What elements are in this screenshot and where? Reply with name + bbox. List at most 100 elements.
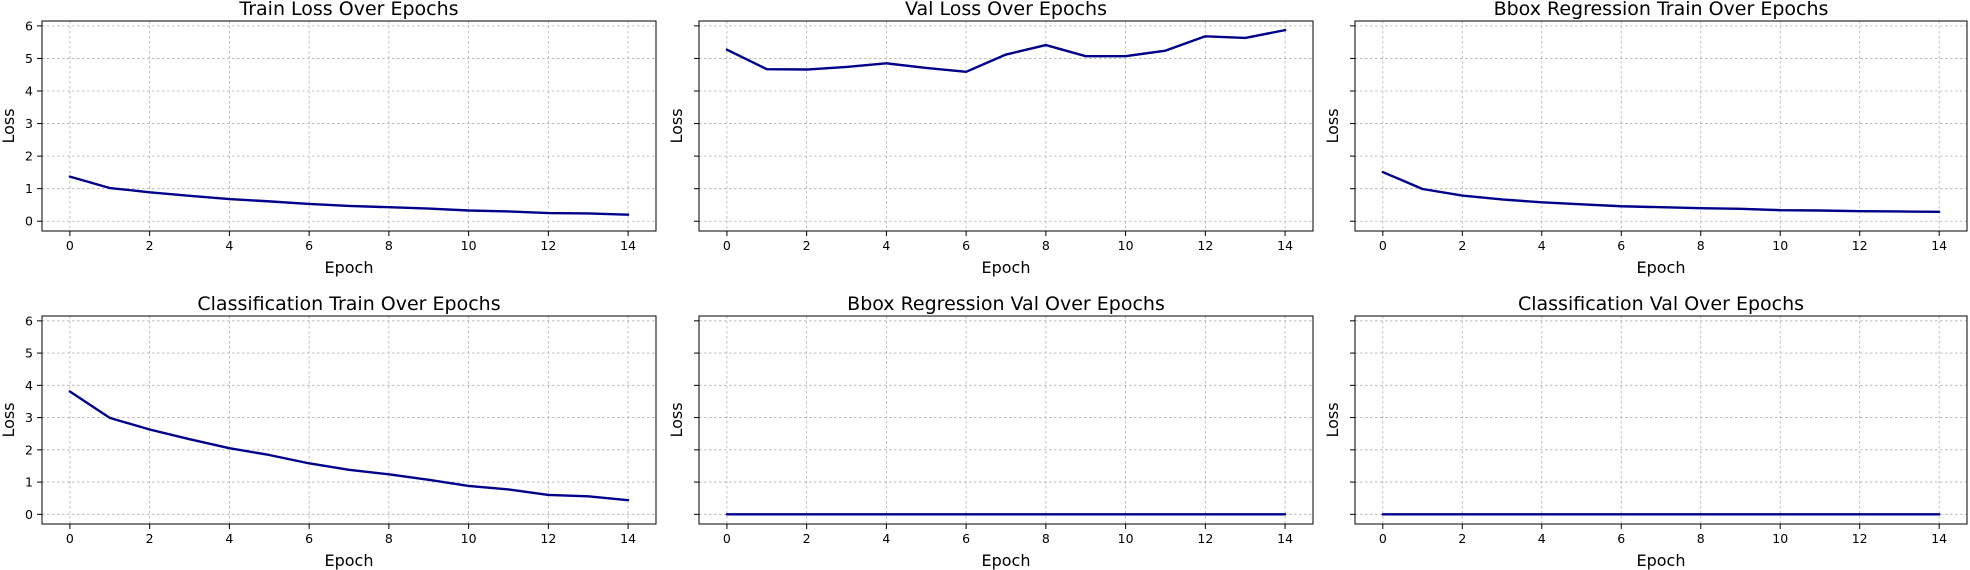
y-tick-label: 6 <box>25 18 33 33</box>
x-tick-label: 10 <box>1118 531 1134 546</box>
y-axis-label: Loss <box>667 402 686 437</box>
axes-frame <box>1354 20 1968 232</box>
x-tick-label: 6 <box>305 531 313 546</box>
y-tick-label: 1 <box>25 475 33 490</box>
x-tick-label: 6 <box>962 238 970 253</box>
grid <box>42 316 656 524</box>
x-tick-label: 10 <box>1118 238 1134 253</box>
x-tick-label: 12 <box>1197 531 1213 546</box>
series-line <box>68 390 630 502</box>
x-tick-label: 8 <box>1042 238 1050 253</box>
x-tick-label: 2 <box>803 238 811 253</box>
x-tick-label: 10 <box>1772 238 1788 253</box>
x-axis-label: Epoch <box>1637 551 1686 570</box>
x-tick-label: 2 <box>146 238 154 253</box>
x-tick-label: 14 <box>620 531 636 546</box>
grid <box>42 21 656 231</box>
y-tick-label: 4 <box>25 378 33 393</box>
grid <box>1355 316 1967 524</box>
grid <box>699 21 1313 231</box>
x-tick-label: 0 <box>66 531 74 546</box>
x-tick-label: 14 <box>1277 531 1293 546</box>
y-tick-label: 2 <box>25 149 33 164</box>
panel-6: 0 2 4 6 8 10 12 14 Classification Val Over Epoch… <box>1323 293 1968 570</box>
x-tick-label: 8 <box>1697 238 1705 253</box>
x-tick-label: 0 <box>1379 531 1387 546</box>
y-tick-label: 0 <box>25 214 33 229</box>
x-tick-label: 14 <box>1277 238 1293 253</box>
y-tick-label: 5 <box>25 51 33 66</box>
x-tick-label: 8 <box>1697 531 1705 546</box>
x-tick-label: 6 <box>962 531 970 546</box>
x-tick-label: 12 <box>1852 238 1868 253</box>
y-axis-label: Loss <box>0 108 18 143</box>
x-axis-label: Epoch <box>982 258 1031 277</box>
x-tick-label: 2 <box>1458 238 1466 253</box>
x-tick-label: 2 <box>146 531 154 546</box>
x-tick-label: 8 <box>385 238 393 253</box>
x-tick-label: 2 <box>803 531 811 546</box>
y-tick-label: 2 <box>25 442 33 457</box>
series-line <box>68 175 630 216</box>
axes-frame <box>1354 315 1968 525</box>
x-tick-label: 4 <box>225 531 233 546</box>
x-tick-label: 12 <box>540 531 556 546</box>
x-tick-label: 0 <box>1379 238 1387 253</box>
x-tick-label: 10 <box>461 531 477 546</box>
x-tick-label: 4 <box>882 238 890 253</box>
axes-frame <box>698 20 1314 232</box>
y-tick-label: 1 <box>25 181 33 196</box>
x-axis-label: Epoch <box>1637 258 1686 277</box>
x-tick-label: 4 <box>882 531 890 546</box>
panel-title: Bbox Regression Train Over Epochs <box>1494 0 1829 20</box>
x-tick-label: 4 <box>225 238 233 253</box>
x-tick-label: 4 <box>1538 531 1546 546</box>
x-tick-label: 6 <box>305 238 313 253</box>
y-tick-label: 6 <box>25 313 33 328</box>
x-tick-label: 14 <box>620 238 636 253</box>
y-axis-label: Loss <box>1323 108 1342 143</box>
y-tick-label: 3 <box>25 410 33 425</box>
series-line <box>725 28 1287 73</box>
y-axis-label: Loss <box>0 402 18 437</box>
panel-title: Bbox Regression Val Over Epochs <box>847 293 1165 315</box>
x-tick-label: 8 <box>385 531 393 546</box>
x-tick-label: 14 <box>1931 531 1947 546</box>
x-axis-label: Epoch <box>325 551 374 570</box>
series-line <box>1381 170 1941 213</box>
x-tick-label: 10 <box>1772 531 1788 546</box>
y-tick-label: 4 <box>25 84 33 99</box>
x-tick-label: 12 <box>540 238 556 253</box>
y-tick-label: 5 <box>25 346 33 361</box>
x-tick-label: 12 <box>1197 238 1213 253</box>
x-tick-label: 2 <box>1458 531 1466 546</box>
y-tick-label: 0 <box>25 507 33 522</box>
panel-3: 0 2 4 6 8 10 12 14 Bbox Regression Train Over Ep… <box>1323 0 1968 277</box>
axes-frame <box>698 315 1314 525</box>
grid <box>699 316 1313 524</box>
grid <box>1355 21 1967 231</box>
y-tick-label: 3 <box>25 116 33 131</box>
panel-title: Train Loss Over Epochs <box>238 0 458 20</box>
x-tick-label: 12 <box>1852 531 1868 546</box>
x-tick-label: 14 <box>1931 238 1947 253</box>
x-tick-label: 4 <box>1538 238 1546 253</box>
y-axis-label: Loss <box>1323 402 1342 437</box>
axes-frame <box>41 315 657 525</box>
x-tick-label: 6 <box>1617 238 1625 253</box>
x-tick-label: 0 <box>723 531 731 546</box>
x-tick-label: 8 <box>1042 531 1050 546</box>
panel-2: 0 2 4 6 8 10 12 14 Val Loss Over Epochs Epoch Loss <box>667 0 1314 277</box>
x-tick-label: 6 <box>1617 531 1625 546</box>
x-tick-label: 0 <box>66 238 74 253</box>
panel-title: Val Loss Over Epochs <box>905 0 1107 20</box>
panel-5: 0 2 4 6 8 10 12 14 Bbox Regression Val Over Epoc… <box>667 293 1314 570</box>
x-tick-label: 10 <box>461 238 477 253</box>
panel-title: Classification Train Over Epochs <box>197 293 500 315</box>
x-axis-label: Epoch <box>325 258 374 277</box>
axes-frame <box>41 20 657 232</box>
x-tick-label: 0 <box>723 238 731 253</box>
